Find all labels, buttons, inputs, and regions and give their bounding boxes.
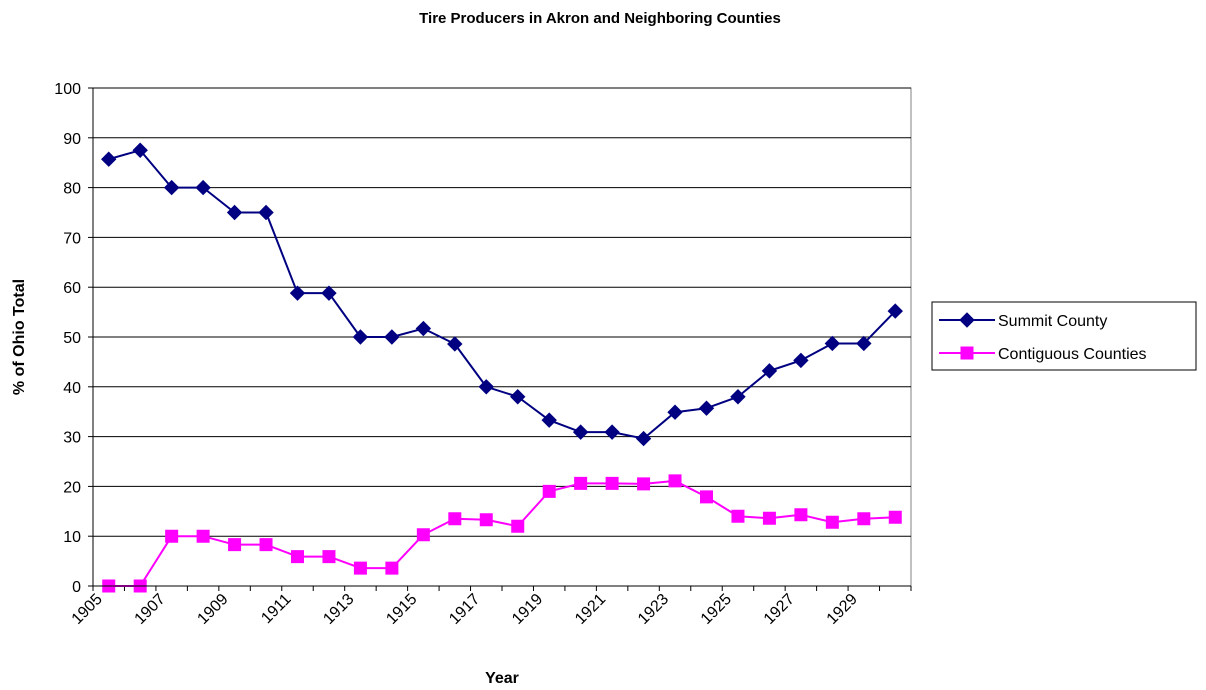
- series-layer: [101, 142, 903, 593]
- data-point-summit-county: [541, 412, 557, 428]
- x-tick-label: 1915: [383, 591, 420, 628]
- data-point-contiguous-counties: [731, 509, 745, 523]
- y-tick-label: 20: [63, 479, 81, 496]
- data-point-summit-county: [698, 400, 715, 416]
- data-point-summit-county: [667, 404, 683, 420]
- data-point-contiguous-counties: [668, 474, 682, 488]
- data-point-summit-county: [226, 204, 243, 221]
- legend-label-contiguous-counties: Contiguous Counties: [998, 346, 1147, 363]
- data-point-contiguous-counties: [888, 510, 902, 524]
- data-point-contiguous-counties: [605, 476, 619, 490]
- data-point-contiguous-counties: [416, 528, 430, 542]
- data-point-contiguous-counties: [291, 550, 304, 564]
- data-point-summit-county: [856, 335, 872, 352]
- data-point-summit-county: [761, 363, 778, 379]
- x-tick-label: 1921: [572, 591, 609, 628]
- data-point-contiguous-counties: [511, 519, 525, 533]
- gridlines: [93, 87, 911, 537]
- data-point-contiguous-counties: [700, 490, 713, 504]
- data-point-summit-county: [447, 336, 463, 352]
- data-point-summit-county: [163, 179, 180, 196]
- data-point-contiguous-counties: [794, 508, 808, 522]
- legend-marker-summit-county: [959, 312, 975, 328]
- data-point-summit-county: [887, 303, 903, 319]
- y-tick-label: 80: [63, 181, 81, 198]
- data-point-summit-county: [604, 424, 620, 440]
- data-point-contiguous-counties: [322, 550, 336, 564]
- data-point-contiguous-counties: [542, 484, 556, 498]
- legend-label-summit-county: Summit County: [998, 313, 1107, 330]
- x-tick-label: 1905: [69, 591, 106, 628]
- data-point-summit-county: [635, 430, 652, 447]
- y-axis-ticks: 0 10 20 30 40 50 60 70 80 90 100: [54, 81, 93, 596]
- data-point-contiguous-counties: [574, 476, 588, 490]
- data-point-summit-county: [132, 142, 148, 158]
- data-point-summit-county: [321, 285, 337, 301]
- x-tick-label: 1913: [320, 591, 357, 628]
- x-tick-label: 1917: [446, 591, 483, 628]
- data-point-contiguous-counties: [825, 515, 839, 529]
- data-point-summit-county: [510, 389, 526, 405]
- data-point-contiguous-counties: [196, 529, 210, 543]
- x-tick-label: 1907: [132, 591, 169, 628]
- y-tick-label: 10: [63, 529, 81, 546]
- data-point-contiguous-counties: [353, 561, 367, 575]
- y-tick-label: 0: [72, 579, 81, 596]
- data-point-summit-county: [258, 204, 274, 221]
- x-tick-label: 1919: [509, 591, 546, 628]
- chart-title: Tire Producers in Akron and Neighboring …: [419, 10, 781, 27]
- data-point-contiguous-counties: [762, 511, 776, 525]
- series-line-contiguous-counties: [108, 479, 896, 587]
- y-axis-title: % of Ohio Total: [11, 279, 28, 395]
- data-point-summit-county: [793, 352, 809, 369]
- legend-marker-contiguous-counties: [960, 346, 974, 360]
- legend-box: [931, 301, 1197, 371]
- data-point-summit-county: [572, 424, 589, 440]
- x-axis-ticks: 1905 1907 1909 1911 1913 1915 1917 1919 1921 1923…: [69, 586, 912, 628]
- data-point-summit-county: [824, 335, 841, 352]
- data-point-contiguous-counties: [228, 538, 242, 552]
- data-point-contiguous-counties: [165, 529, 179, 543]
- x-tick-label: 1923: [635, 591, 672, 628]
- x-tick-label: 1929: [824, 591, 861, 628]
- y-tick-label: 60: [63, 280, 81, 297]
- data-point-summit-county: [478, 379, 494, 395]
- data-point-summit-county: [289, 285, 306, 301]
- x-axis-title: Year: [485, 670, 519, 687]
- x-tick-label: 1925: [698, 591, 735, 628]
- series-line-summit-county: [108, 149, 896, 440]
- legend: Summit County Contiguous Counties: [931, 301, 1197, 371]
- y-tick-label: 90: [63, 131, 81, 148]
- data-point-summit-county: [101, 151, 117, 167]
- data-point-contiguous-counties: [259, 538, 273, 552]
- data-point-summit-county: [195, 179, 211, 196]
- data-point-summit-county: [352, 329, 369, 345]
- y-tick-label: 100: [54, 81, 81, 98]
- data-point-contiguous-counties: [857, 512, 871, 526]
- x-tick-label: 1927: [761, 591, 798, 628]
- x-tick-label: 1909: [194, 591, 231, 628]
- y-tick-label: 40: [63, 380, 81, 397]
- data-point-contiguous-counties: [479, 513, 493, 527]
- data-point-contiguous-counties: [637, 477, 651, 491]
- data-point-summit-county: [384, 329, 400, 345]
- y-tick-label: 30: [63, 430, 81, 447]
- x-tick-label: 1911: [258, 591, 294, 627]
- y-tick-label: 70: [63, 230, 81, 247]
- data-point-contiguous-counties: [448, 512, 462, 526]
- data-point-summit-county: [415, 320, 432, 337]
- data-point-summit-county: [730, 389, 746, 405]
- data-point-contiguous-counties: [385, 561, 399, 575]
- y-tick-label: 50: [63, 330, 81, 347]
